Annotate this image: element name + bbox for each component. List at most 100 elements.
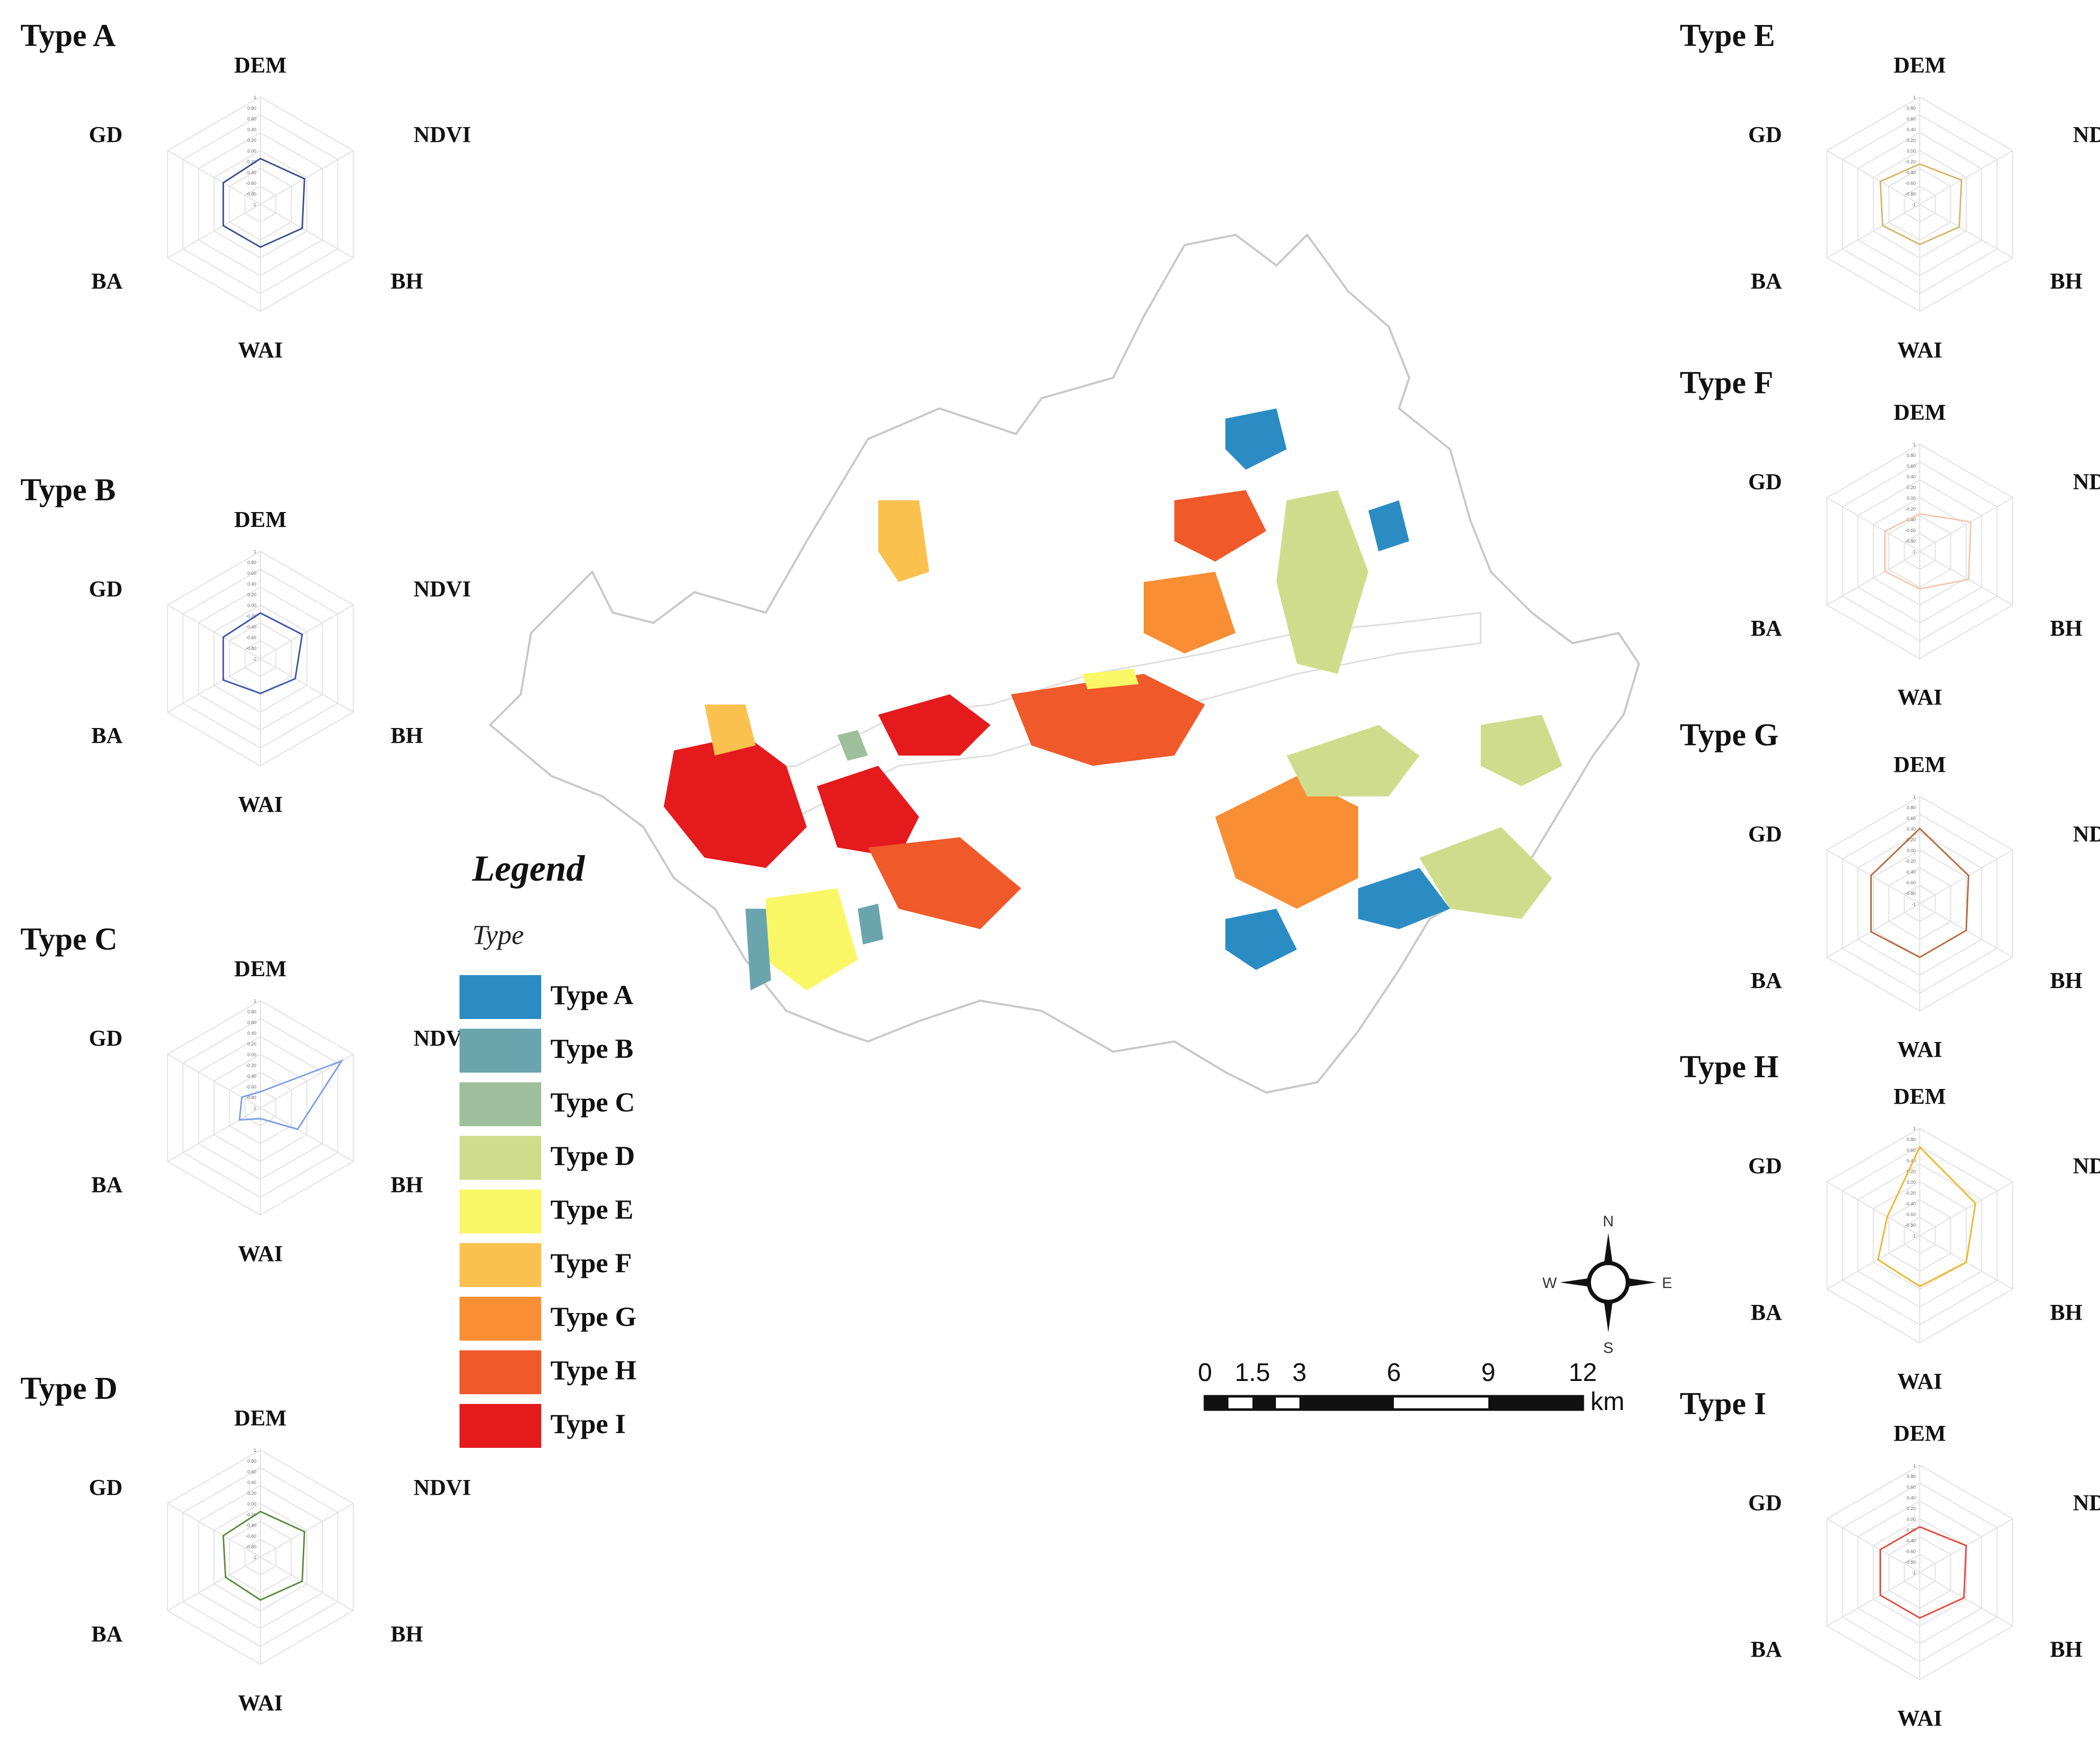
radar-tick-label: 0.40 — [247, 581, 256, 587]
radar-spoke — [260, 604, 354, 659]
radar-tick-label: -0.60 — [1905, 880, 1916, 885]
radar-tick-label: 0.00 — [247, 1052, 256, 1057]
region-type-a — [1368, 500, 1409, 551]
radar-tick-label: 0.00 — [1906, 1180, 1916, 1185]
radar-tick-label: -1 — [252, 1106, 256, 1111]
radar-tick-label: 1 — [1913, 95, 1916, 100]
radar-spoke — [1826, 497, 1920, 552]
radar-spoke — [167, 1503, 261, 1558]
radar-tick-label: -0.60 — [246, 1084, 256, 1089]
radar-axis-label-gd: GD — [89, 1026, 123, 1051]
radar-tick-label: -1 — [1912, 549, 1916, 554]
legend-item-type-a: Type A — [460, 975, 674, 1021]
scale-tick-label: 1.5 — [1235, 1358, 1270, 1387]
radar-tick-label: -0.40 — [1905, 517, 1916, 522]
radar-axis-label-ndvi: NDVI — [2073, 821, 2100, 846]
radar-axis-label-ba: BA — [1751, 1300, 1782, 1325]
radar-tick-label: 0.00 — [1906, 848, 1916, 853]
legend-swatch — [460, 1243, 541, 1287]
radar-axis-label-wai: WAI — [1897, 1037, 1942, 1062]
radar-tick-label: 0.60 — [247, 571, 256, 576]
radar-axis-label-ba: BA — [91, 1172, 123, 1197]
radar-axis-label-gd: GD — [1748, 122, 1782, 147]
region-type-a — [1358, 868, 1450, 929]
radar-chart-type-i: Type I 1 0.80 0.60 0.40 0.20 0.00 -0.20 -0.40 -0.… — [1659, 1378, 2100, 1746]
radar-tick-label: -0.60 — [246, 635, 256, 640]
radar-spoke — [1826, 1181, 1920, 1236]
radar-tick-label: 0.00 — [1906, 149, 1916, 154]
radar-axis-label-ndvi: NDVI — [414, 576, 471, 601]
radar-axis-label-ndvi: NDVI — [2073, 1490, 2100, 1515]
radar-tick-label: -0.80 — [1905, 891, 1916, 896]
radar-tick-label: 0.20 — [247, 592, 256, 597]
radar-spoke — [167, 604, 261, 659]
radar-series-line — [1884, 513, 1972, 590]
legend-swatch — [460, 1350, 541, 1394]
radar-axis-label-gd: GD — [1748, 821, 1782, 846]
radar-title: Type C — [20, 922, 117, 957]
radar-spoke — [167, 1054, 261, 1108]
radar-spoke — [1919, 204, 2013, 258]
radar-tick-label: -0.60 — [1905, 1212, 1916, 1217]
region-type-c — [837, 730, 868, 761]
radar-tick-label: 0.00 — [247, 149, 256, 154]
legend-swatch — [460, 1297, 541, 1341]
radar-axis-label-ndvi: NDVI — [2073, 469, 2100, 494]
radar-tick-label: 1 — [1913, 1463, 1916, 1468]
radar-tick-label: -0.40 — [1905, 1201, 1916, 1206]
radar-axis-label-bh: BH — [2050, 1300, 2083, 1325]
legend-label: Type E — [550, 1194, 634, 1225]
radar-axis-label-gd: GD — [89, 122, 123, 147]
radar-spoke — [1826, 150, 1920, 205]
radar-axis-label-wai: WAI — [238, 337, 283, 362]
radar-tick-label: 1 — [254, 1448, 256, 1453]
legend-item-type-b: Type B — [460, 1029, 674, 1075]
radar-tick-label: -0.20 — [1905, 506, 1916, 512]
radar-tick-label: -0.20 — [246, 159, 256, 164]
compass-south-label: S — [1603, 1340, 1613, 1356]
radar-tick-label: 0.00 — [247, 1501, 256, 1507]
radar-tick-label: 0.20 — [247, 1041, 256, 1047]
north-arrow: N S E W — [1542, 1213, 1672, 1356]
legend-swatch — [460, 1190, 541, 1233]
radar-tick-label: 1 — [254, 549, 256, 554]
radar-chart-type-h: Type H 1 0.80 0.60 0.40 0.20 0.00 -0.20 -0.40 -0.… — [1659, 1041, 2100, 1409]
scale-unit-label: km — [1590, 1387, 1625, 1416]
legend-label: Type B — [550, 1033, 634, 1064]
radar-tick-label: 0.20 — [1906, 1169, 1916, 1174]
radar-tick-label: 0.20 — [1906, 138, 1916, 143]
scale-segment — [1299, 1396, 1394, 1410]
radar-tick-label: -1 — [252, 1555, 256, 1560]
radar-tick-label: 1 — [254, 95, 256, 100]
radar-spoke — [260, 1503, 354, 1558]
radar-title: Type I — [1680, 1387, 1766, 1421]
legend-label: Type G — [550, 1301, 637, 1332]
radar-tick-label: -0.40 — [1905, 170, 1916, 175]
radar-tick-label: 0.20 — [1906, 1506, 1916, 1511]
radar-spoke — [1919, 551, 2013, 605]
radar-axis-label-ba: BA — [91, 269, 123, 294]
radar-chart-type-e: Type E 1 0.80 0.60 0.40 0.20 0.00 -0.20 -0.40 -0.… — [1659, 10, 2100, 378]
radar-tick-label: -0.20 — [246, 1512, 256, 1517]
radar-axis-label-ba: BA — [1751, 616, 1782, 641]
scale-segment — [1205, 1396, 1228, 1410]
radar-tick-label: 0.80 — [1906, 453, 1916, 458]
radar-tick-label: -0.80 — [246, 1544, 256, 1549]
radar-tick-label: -0.20 — [1905, 1191, 1916, 1196]
radar-svg: Type A 1 0.80 0.60 0.40 0.20 0.00 -0.20 -0.40 -0.… — [20, 18, 471, 362]
radar-tick-label: 0.60 — [1906, 1148, 1916, 1153]
radar-axis-label-bh: BH — [391, 1172, 423, 1197]
radar-spoke — [167, 204, 261, 258]
radar-tick-label: -0.20 — [1905, 859, 1916, 864]
radar-tick-label: -0.80 — [1905, 191, 1916, 197]
radar-tick-label: 0.80 — [1906, 805, 1916, 810]
radar-title: Type F — [1680, 366, 1773, 400]
radar-axis-label-wai: WAI — [238, 792, 283, 817]
radar-tick-label: -0.80 — [246, 191, 256, 197]
radar-tick-label: 1 — [254, 999, 256, 1004]
radar-axis-label-gd: GD — [1748, 1490, 1782, 1515]
region-type-g — [1144, 572, 1236, 653]
radar-series-line — [1870, 827, 1970, 958]
radar-tick-label: 0.60 — [247, 116, 256, 122]
radar-spoke — [260, 150, 354, 205]
